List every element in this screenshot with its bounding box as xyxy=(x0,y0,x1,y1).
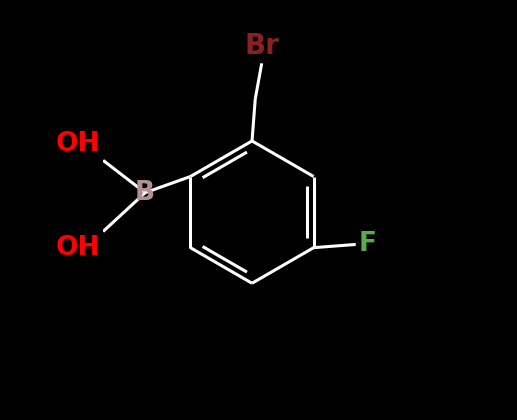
Text: Br: Br xyxy=(245,32,279,60)
Text: B: B xyxy=(135,180,155,206)
Text: OH: OH xyxy=(55,235,100,261)
Text: F: F xyxy=(359,231,377,257)
Text: OH: OH xyxy=(55,131,100,157)
